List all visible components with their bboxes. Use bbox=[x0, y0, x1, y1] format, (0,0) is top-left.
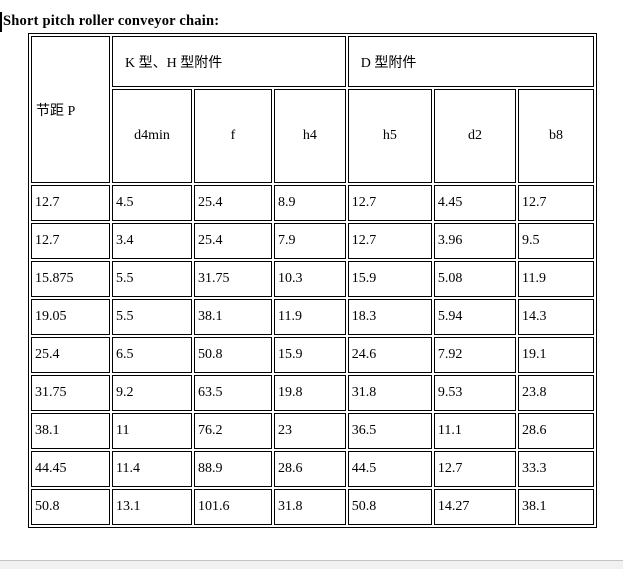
table-cell: 31.75 bbox=[194, 261, 272, 297]
table-row: 44.45 11.4 88.9 28.6 44.5 12.7 33.3 bbox=[31, 451, 594, 487]
table-cell: 19.1 bbox=[518, 337, 594, 373]
header-b8: b8 bbox=[518, 89, 594, 183]
table-cell: 25.4 bbox=[194, 185, 272, 221]
document-title: Short pitch roller conveyor chain: bbox=[3, 13, 220, 29]
table-cell: 50.8 bbox=[347, 489, 432, 525]
page-bottom-edge bbox=[0, 560, 623, 569]
table-cell: 11.1 bbox=[433, 413, 516, 449]
table-cell: 5.08 bbox=[433, 261, 516, 297]
table-cell: 33.3 bbox=[518, 451, 594, 487]
table-cell: 5.5 bbox=[112, 261, 193, 297]
table-cell: 14.3 bbox=[518, 299, 594, 335]
table-cell: 6.5 bbox=[112, 337, 193, 373]
table-row: 25.4 6.5 50.8 15.9 24.6 7.92 19.1 bbox=[31, 337, 594, 373]
table-cell: 101.6 bbox=[194, 489, 272, 525]
table-cell: 3.4 bbox=[112, 223, 193, 259]
header-group-kh: K 型、H 型附件 bbox=[112, 36, 346, 87]
table-cell: 44.5 bbox=[347, 451, 432, 487]
table-cell: 11.9 bbox=[273, 299, 346, 335]
table-cell: 28.6 bbox=[273, 451, 346, 487]
table-cell: 11.9 bbox=[518, 261, 594, 297]
table-cell: 13.1 bbox=[112, 489, 193, 525]
table-cell: 31.75 bbox=[31, 375, 110, 411]
table-header-sub-row: d4min f h4 h5 d2 b8 bbox=[31, 89, 594, 183]
table-row: 12.7 3.4 25.4 7.9 12.7 3.96 9.5 bbox=[31, 223, 594, 259]
table-cell: 9.5 bbox=[518, 223, 594, 259]
table-cell: 63.5 bbox=[194, 375, 272, 411]
table-row: 15.875 5.5 31.75 10.3 15.9 5.08 11.9 bbox=[31, 261, 594, 297]
table-cell: 23 bbox=[273, 413, 346, 449]
conveyor-chain-spec-table: 节距 P K 型、H 型附件 D 型附件 d4min f h4 h5 d2 b8… bbox=[28, 33, 597, 528]
table-cell: 8.9 bbox=[273, 185, 346, 221]
table-cell: 88.9 bbox=[194, 451, 272, 487]
table-cell: 10.3 bbox=[273, 261, 346, 297]
table-cell: 7.92 bbox=[433, 337, 516, 373]
table-cell: 38.1 bbox=[518, 489, 594, 525]
text-cursor bbox=[0, 12, 2, 32]
table-cell: 4.5 bbox=[112, 185, 193, 221]
table-cell: 12.7 bbox=[31, 185, 110, 221]
table-cell: 4.45 bbox=[433, 185, 516, 221]
table-cell: 50.8 bbox=[194, 337, 272, 373]
table-cell: 50.8 bbox=[31, 489, 110, 525]
table-cell: 5.94 bbox=[433, 299, 516, 335]
header-d2: d2 bbox=[433, 89, 516, 183]
table-cell: 11 bbox=[112, 413, 193, 449]
header-f: f bbox=[194, 89, 272, 183]
table-cell: 9.53 bbox=[433, 375, 516, 411]
table-cell: 25.4 bbox=[31, 337, 110, 373]
table-cell: 12.7 bbox=[347, 223, 432, 259]
table-cell: 44.45 bbox=[31, 451, 110, 487]
table-row: 31.75 9.2 63.5 19.8 31.8 9.53 23.8 bbox=[31, 375, 594, 411]
header-h4: h4 bbox=[273, 89, 346, 183]
table-cell: 23.8 bbox=[518, 375, 594, 411]
table-row: 19.05 5.5 38.1 11.9 18.3 5.94 14.3 bbox=[31, 299, 594, 335]
table-cell: 5.5 bbox=[112, 299, 193, 335]
table-cell: 12.7 bbox=[31, 223, 110, 259]
table-row: 50.8 13.1 101.6 31.8 50.8 14.27 38.1 bbox=[31, 489, 594, 525]
table-cell: 76.2 bbox=[194, 413, 272, 449]
table-cell: 24.6 bbox=[347, 337, 432, 373]
table-cell: 12.7 bbox=[433, 451, 516, 487]
table-cell: 12.7 bbox=[347, 185, 432, 221]
table-cell: 14.27 bbox=[433, 489, 516, 525]
table-cell: 31.8 bbox=[273, 489, 346, 525]
table-cell: 38.1 bbox=[31, 413, 110, 449]
table-cell: 31.8 bbox=[347, 375, 432, 411]
table-cell: 12.7 bbox=[518, 185, 594, 221]
table-cell: 25.4 bbox=[194, 223, 272, 259]
table-cell: 11.4 bbox=[112, 451, 193, 487]
table-cell: 18.3 bbox=[347, 299, 432, 335]
table-cell: 3.96 bbox=[433, 223, 516, 259]
table-cell: 28.6 bbox=[518, 413, 594, 449]
table-row: 12.7 4.5 25.4 8.9 12.7 4.45 12.7 bbox=[31, 185, 594, 221]
table-cell: 36.5 bbox=[347, 413, 432, 449]
table-cell: 9.2 bbox=[112, 375, 193, 411]
table-cell: 15.9 bbox=[347, 261, 432, 297]
table-cell: 38.1 bbox=[194, 299, 272, 335]
table-cell: 19.8 bbox=[273, 375, 346, 411]
header-h5: h5 bbox=[347, 89, 432, 183]
table-cell: 15.875 bbox=[31, 261, 110, 297]
header-d4min: d4min bbox=[112, 89, 193, 183]
table-cell: 19.05 bbox=[31, 299, 110, 335]
table-cell: 7.9 bbox=[273, 223, 346, 259]
table-row: 38.1 11 76.2 23 36.5 11.1 28.6 bbox=[31, 413, 594, 449]
table-header-group-row: 节距 P K 型、H 型附件 D 型附件 bbox=[31, 36, 594, 183]
header-pitch: 节距 P bbox=[31, 36, 110, 183]
header-group-d: D 型附件 bbox=[347, 36, 594, 87]
table-cell: 15.9 bbox=[273, 337, 346, 373]
